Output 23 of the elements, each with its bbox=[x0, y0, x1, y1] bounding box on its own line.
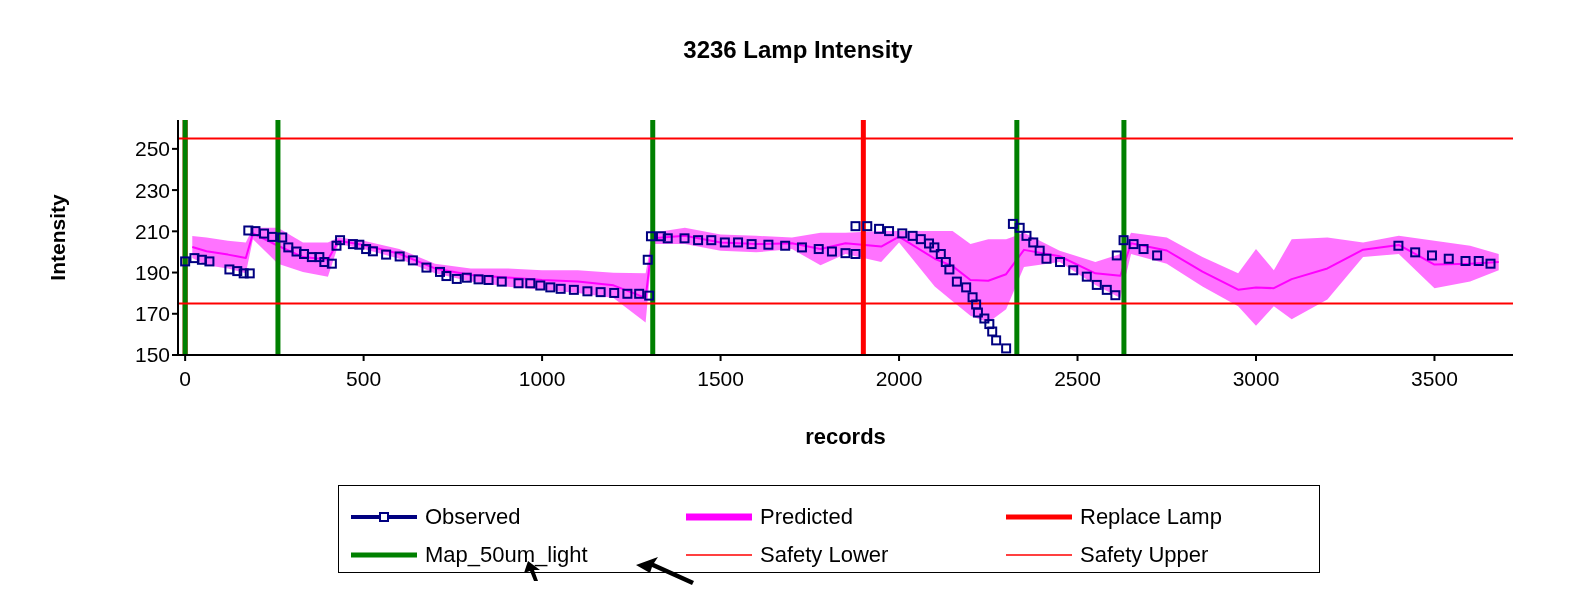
y-tick-label: 190 bbox=[134, 261, 170, 284]
y-tick-label: 250 bbox=[134, 137, 170, 161]
y-tick-label: 230 bbox=[134, 178, 170, 202]
y-tick-label: 150 bbox=[134, 343, 170, 367]
legend-label: Predicted bbox=[760, 504, 853, 530]
x-tick-label: 1500 bbox=[697, 366, 744, 390]
legend-label: Safety Upper bbox=[1080, 542, 1209, 568]
x-tick-label: 2500 bbox=[1054, 366, 1101, 390]
y-tick-label: 210 bbox=[134, 219, 170, 243]
x-tick-label: 3500 bbox=[1411, 366, 1458, 390]
chart-title: 3236 Lamp Intensity bbox=[682, 36, 914, 64]
y-axis-title: Intensity bbox=[46, 194, 70, 281]
x-tick-label: 1000 bbox=[518, 366, 566, 390]
legend-label: Replace Lamp bbox=[1080, 504, 1222, 530]
x-tick-label: 500 bbox=[346, 366, 382, 390]
x-tick-label: 3000 bbox=[1232, 366, 1280, 390]
legend-label: Observed bbox=[425, 504, 521, 530]
x-tick-label: 2000 bbox=[875, 366, 923, 390]
x-tick-label: 0 bbox=[179, 366, 191, 390]
legend-label: Safety Lower bbox=[760, 542, 889, 568]
y-tick-label: 170 bbox=[134, 302, 170, 326]
x-axis-title: records bbox=[804, 424, 887, 450]
legend-label: Map_50um_light bbox=[425, 542, 588, 568]
